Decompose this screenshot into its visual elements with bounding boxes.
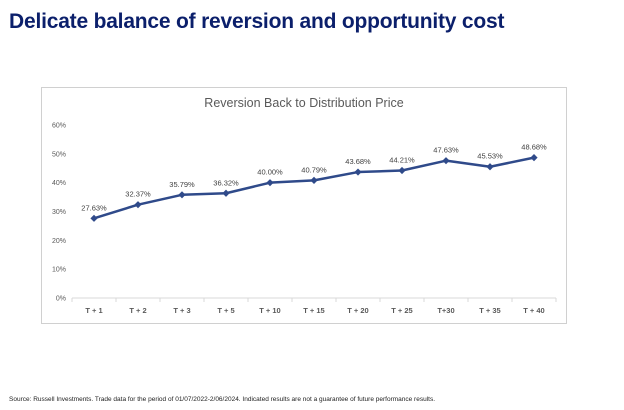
x-tick-label: T + 35 (479, 306, 500, 315)
x-tick-label: T + 20 (347, 306, 368, 315)
y-tick-label: 40% (52, 180, 66, 187)
x-tick-label: T + 3 (173, 306, 190, 315)
data-labels: 27.63% 32.37% 35.79% 36.32% 40.00% 40.79% 43.6… (81, 143, 547, 213)
data-label: 44.21% (389, 156, 415, 165)
data-label: 47.63% (433, 146, 459, 155)
data-point-marker (486, 163, 494, 171)
data-markers (90, 154, 538, 222)
data-point-marker (398, 166, 406, 175)
x-axis (71, 297, 557, 302)
x-tick-label: T+30 (437, 306, 454, 315)
y-tick-label: 10% (52, 267, 66, 274)
data-label: 48.68% (521, 143, 547, 152)
data-label: 43.68% (345, 157, 371, 166)
x-tick-label: T + 40 (523, 306, 544, 315)
line-chart: Reversion Back to Distribution Price 0% 1… (52, 96, 557, 315)
data-label: 40.79% (301, 165, 327, 174)
data-label: 45.53% (477, 152, 503, 161)
data-point-marker (310, 176, 318, 184)
data-label: 35.79% (169, 180, 195, 189)
data-point-marker (90, 214, 98, 222)
data-point-marker (134, 201, 142, 209)
y-tick-label: 20% (52, 238, 66, 245)
y-tick-label: 0% (56, 296, 66, 303)
x-tick-label: T + 10 (259, 306, 280, 315)
data-label: 36.32% (213, 178, 239, 187)
y-axis-labels: 0% 10% 20% 30% 40% 50% 60% (52, 123, 66, 303)
data-point-marker (530, 154, 538, 162)
y-tick-label: 50% (52, 151, 66, 158)
x-tick-label: T + 2 (129, 306, 146, 315)
data-label: 27.63% (81, 203, 107, 212)
chart-panel: Reversion Back to Distribution Price 0% 1… (41, 87, 567, 324)
x-tick-label: T + 15 (303, 306, 324, 315)
data-point-marker (266, 179, 274, 187)
slide-title: Delicate balance of reversion and opport… (9, 10, 505, 33)
y-tick-label: 60% (52, 123, 66, 130)
data-point-marker (442, 157, 450, 165)
x-tick-label: T + 5 (217, 306, 234, 315)
data-point-marker (178, 191, 186, 199)
x-tick-label: T + 1 (85, 306, 102, 315)
x-tick-label: T + 25 (391, 306, 412, 315)
x-axis-labels: T + 1 T + 2 T + 3 T + 5 T + 10 T + 15 T + 20 T … (85, 306, 544, 315)
data-point-marker (354, 168, 362, 176)
chart-title: Reversion Back to Distribution Price (204, 96, 403, 110)
source-note: Source: Russell Investments. Trade data … (9, 396, 436, 403)
y-tick-label: 30% (52, 209, 66, 216)
data-label: 40.00% (257, 168, 283, 177)
data-point-marker (222, 189, 230, 197)
data-label: 32.37% (125, 190, 151, 199)
